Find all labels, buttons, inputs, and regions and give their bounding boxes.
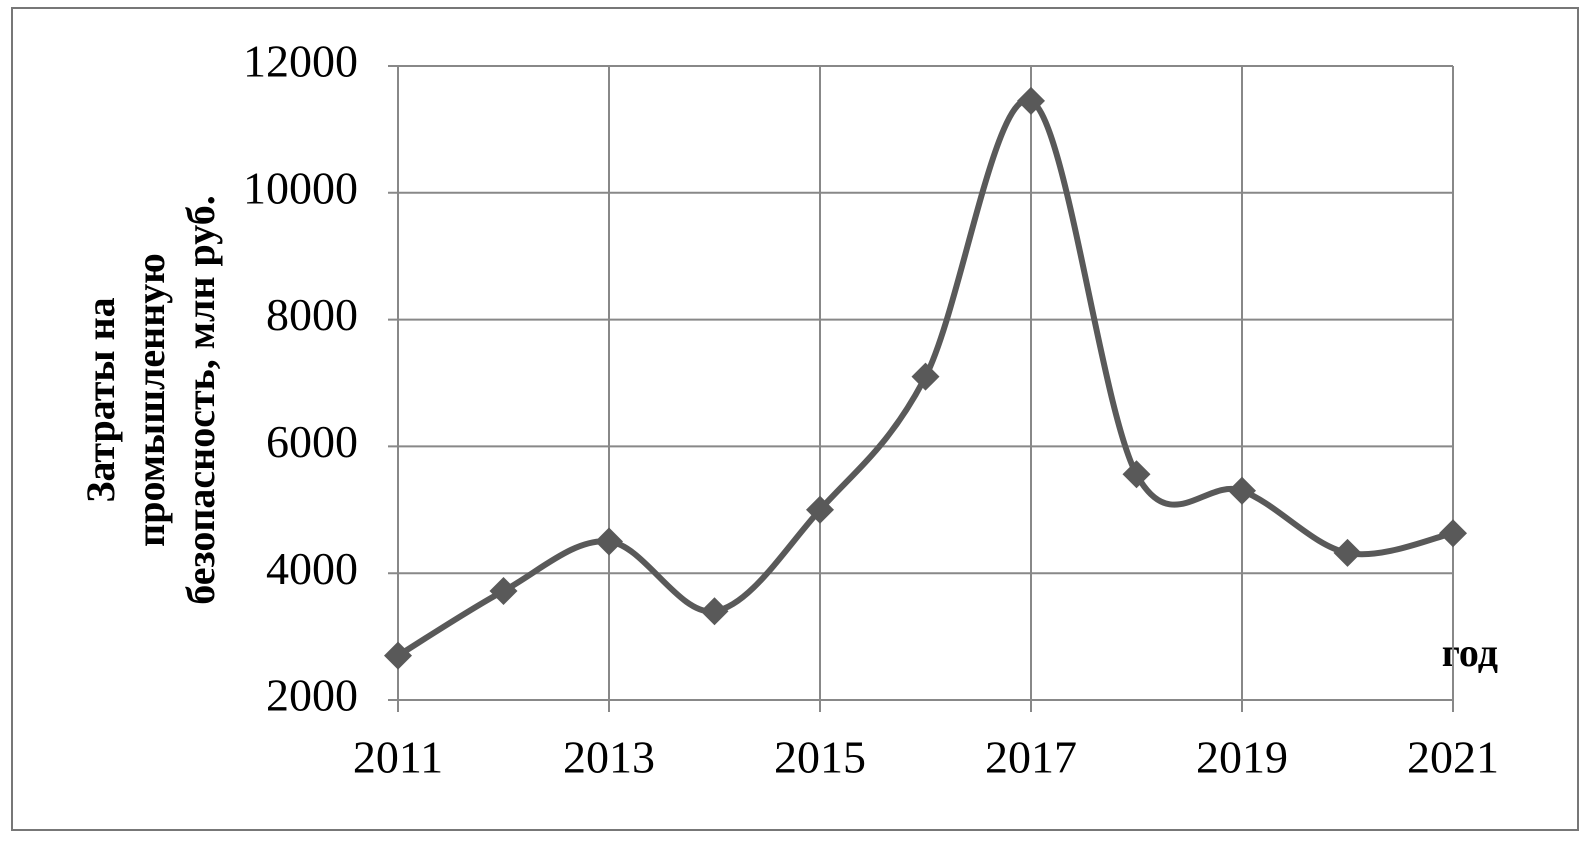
x-tick-label: 2021 [1407, 732, 1499, 783]
data-point [489, 576, 518, 605]
x-axis-label: год [1442, 630, 1498, 675]
x-tick-label: 2011 [353, 732, 443, 783]
y-axis-label: Затраты на промышленную безопасность, млн … [78, 195, 223, 604]
y-axis-label-line: безопасность, млн руб. [178, 195, 223, 604]
data-point [1439, 519, 1467, 548]
y-tick-label: 12000 [243, 36, 358, 87]
y-tick-label: 10000 [243, 162, 358, 213]
y-axis-label-line: Затраты на [78, 297, 123, 502]
y-tick-label: 4000 [266, 543, 358, 594]
data-point [806, 495, 834, 524]
data-point [1017, 86, 1045, 115]
data-point [1228, 476, 1256, 505]
data-point [1333, 538, 1362, 567]
y-tick-label: 8000 [266, 289, 358, 340]
x-tick-label: 2019 [1196, 732, 1288, 783]
y-axis-label-line: промышленную [128, 253, 173, 547]
data-point [384, 641, 412, 670]
data-point [911, 362, 940, 391]
chart-border [11, 7, 1579, 831]
data-point [1122, 460, 1151, 489]
y-tick-label: 6000 [266, 416, 358, 467]
data-point [595, 527, 623, 556]
x-tick-label: 2017 [985, 732, 1077, 783]
x-tick-label: 2015 [774, 732, 866, 783]
data-point [700, 597, 729, 626]
x-tick-label: 2013 [563, 732, 655, 783]
y-tick-label: 2000 [266, 670, 358, 721]
